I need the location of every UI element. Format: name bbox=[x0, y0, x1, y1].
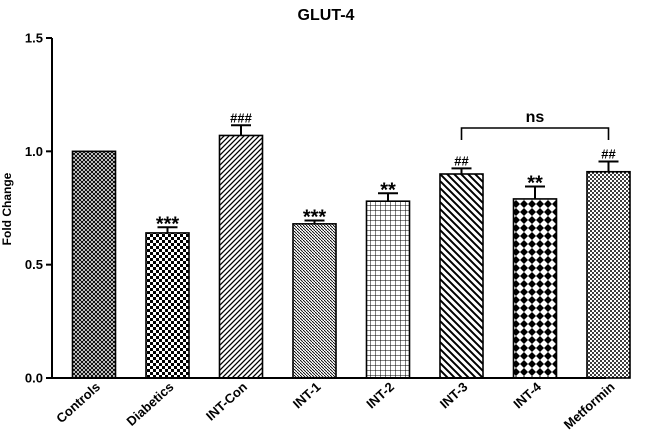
x-tick-label: Controls bbox=[53, 379, 103, 426]
y-axis-label: Fold Change bbox=[0, 172, 14, 245]
bar-int-3 bbox=[439, 173, 484, 379]
x-tick-label: INT-Con bbox=[203, 379, 250, 424]
bar-metformin bbox=[586, 170, 631, 379]
bracket-label: ns bbox=[526, 109, 545, 126]
y-tick-label: 1.5 bbox=[25, 31, 43, 46]
significance-mark: ** bbox=[527, 172, 543, 194]
significance-bracket bbox=[460, 127, 610, 140]
x-tick-label: Diabetics bbox=[124, 379, 177, 429]
x-tick-label: INT-1 bbox=[290, 379, 324, 411]
bars: ***###*****##**## bbox=[71, 110, 631, 379]
x-tick-label: Metformin bbox=[561, 379, 618, 432]
bar-int-con bbox=[218, 134, 264, 379]
annotations: ns bbox=[460, 109, 610, 140]
significance-mark: ## bbox=[601, 147, 616, 162]
significance-mark: ## bbox=[454, 153, 469, 168]
bar-diabetics bbox=[145, 232, 190, 379]
y-tick-label: 0.0 bbox=[25, 371, 43, 386]
significance-mark: ### bbox=[230, 110, 252, 125]
significance-mark: *** bbox=[303, 206, 327, 228]
x-tick-label: INT-3 bbox=[437, 379, 471, 411]
bar-int-2 bbox=[365, 200, 411, 379]
x-tick-label: INT-2 bbox=[363, 379, 397, 411]
bar-controls bbox=[71, 150, 117, 379]
y-tick-label: 1.0 bbox=[25, 144, 43, 159]
x-tick-label: INT-4 bbox=[510, 379, 544, 412]
category-labels: Controls Diabetics INT-Con INT-1 INT-2 INT-3 I… bbox=[53, 379, 617, 433]
bar-int-4 bbox=[512, 198, 558, 379]
y-axis-ticks: 0.0 0.5 1.0 1.5 bbox=[25, 31, 52, 386]
significance-mark: ** bbox=[380, 179, 396, 201]
chart-title: GLUT-4 bbox=[298, 7, 355, 24]
y-tick-label: 0.5 bbox=[25, 257, 43, 272]
significance-mark: *** bbox=[156, 213, 180, 235]
bar-int-1 bbox=[292, 223, 337, 379]
